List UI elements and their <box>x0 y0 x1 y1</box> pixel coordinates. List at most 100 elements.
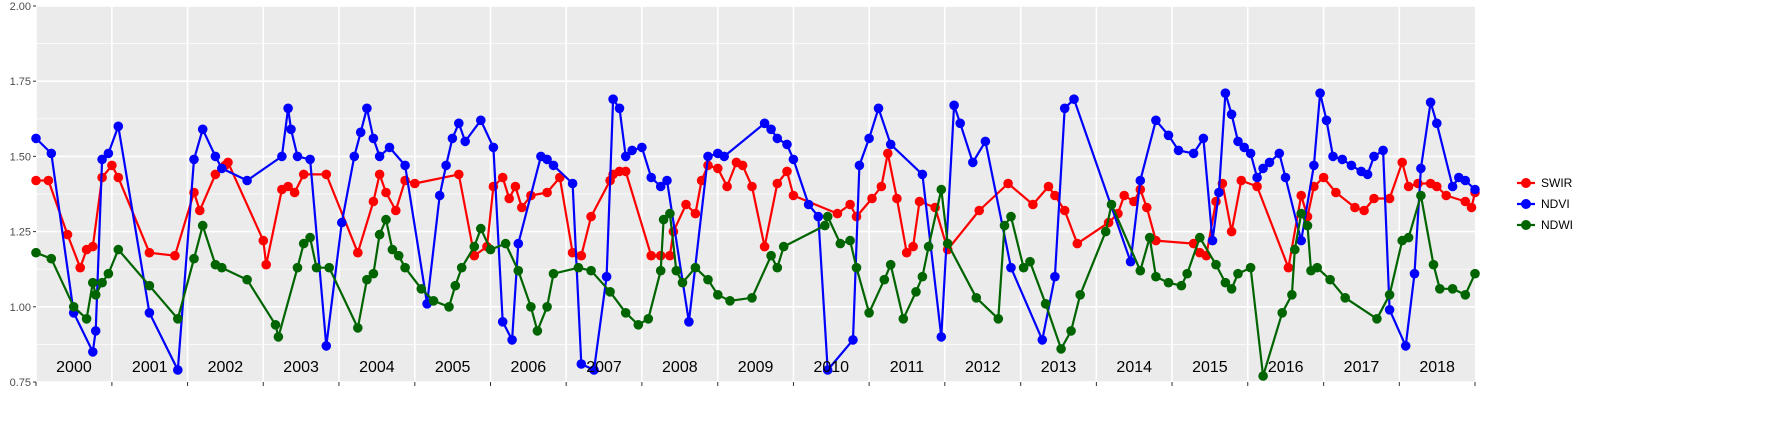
data-point-ndvi <box>1258 163 1268 174</box>
data-point-ndwi <box>1066 326 1076 336</box>
data-point-ndvi <box>1309 160 1319 171</box>
data-point-ndwi <box>103 268 114 279</box>
data-point-ndwi <box>971 293 982 303</box>
year-label: 2004 <box>359 359 395 376</box>
data-point-ndwi <box>469 241 480 252</box>
data-point-ndwi <box>1226 284 1237 294</box>
data-point-ndvi <box>144 308 155 318</box>
data-point-ndwi <box>526 302 536 312</box>
data-point-swir <box>747 181 757 192</box>
data-point-ndwi <box>368 268 379 279</box>
data-point-swir <box>1283 262 1294 273</box>
data-point-ndvi <box>854 160 865 171</box>
data-point-swir <box>974 205 984 216</box>
year-label: 2013 <box>1041 359 1077 376</box>
data-point-ndwi <box>90 290 101 300</box>
data-point-ndwi <box>747 293 757 303</box>
data-point-ndvi <box>434 190 445 201</box>
data-point-ndwi <box>1195 232 1205 243</box>
data-point-ndvi <box>542 154 552 165</box>
data-point-swir <box>170 250 180 261</box>
series-ndvi <box>31 88 1480 375</box>
year-label: 2005 <box>435 359 471 376</box>
data-point-ndvi <box>614 103 625 114</box>
data-point-ndwi <box>381 214 391 225</box>
data-point-swir <box>1129 196 1139 207</box>
data-point-swir <box>497 172 508 183</box>
data-point-swir <box>1059 205 1070 216</box>
y-tick-label: 1.50 <box>10 151 31 163</box>
data-point-swir <box>1432 181 1442 192</box>
data-point-swir <box>782 166 792 177</box>
data-point-swir <box>368 196 379 207</box>
data-point-ndwi <box>416 284 427 294</box>
data-point-ndvi <box>936 332 947 342</box>
data-point-ndwi <box>270 320 281 330</box>
data-point-ndvi <box>813 211 824 222</box>
data-point-ndwi <box>1325 274 1335 285</box>
year-label: 2018 <box>1419 359 1455 376</box>
data-point-ndwi <box>573 262 584 273</box>
year-label: 2017 <box>1344 359 1380 376</box>
data-point-swir <box>1003 178 1013 189</box>
data-point-ndvi <box>1173 145 1184 156</box>
data-point-ndvi <box>620 151 631 162</box>
data-point-ndvi <box>1198 133 1209 144</box>
data-point-ndvi <box>507 335 517 345</box>
data-point-ndwi <box>400 262 410 273</box>
data-point-ndwi <box>242 274 252 285</box>
data-point-swir <box>62 229 73 240</box>
y-tick-label: 2.00 <box>10 1 31 13</box>
data-point-ndvi <box>885 139 896 150</box>
data-point-swir <box>1236 175 1247 186</box>
data-point-swir <box>713 163 723 174</box>
data-point-swir <box>195 205 205 216</box>
data-point-ndwi <box>911 287 921 297</box>
data-point-swir <box>690 208 701 219</box>
data-point-swir <box>1226 226 1237 237</box>
data-point-ndvi <box>210 151 221 162</box>
data-point-ndvi <box>1384 305 1395 315</box>
legend: SWIR NDVI NDWI <box>1517 176 1573 232</box>
data-point-ndvi <box>567 178 578 189</box>
data-point-ndwi <box>324 262 335 273</box>
data-point-ndwi <box>879 274 890 285</box>
data-point-swir <box>298 169 309 180</box>
data-point-ndwi <box>1287 290 1297 300</box>
data-point-ndvi <box>1214 187 1224 198</box>
data-point-ndwi <box>1163 277 1174 288</box>
data-point-swir <box>75 262 85 273</box>
data-point-ndvi <box>374 151 385 162</box>
data-point-swir <box>646 250 656 261</box>
data-point-ndvi <box>608 94 618 104</box>
data-point-swir <box>31 175 41 186</box>
data-point-ndvi <box>277 151 287 162</box>
data-point-swir <box>510 181 521 192</box>
data-point-ndvi <box>1346 160 1357 171</box>
data-point-ndvi <box>864 133 874 144</box>
data-point-ndvi <box>189 154 199 165</box>
data-point-swir <box>681 199 691 210</box>
data-point-ndwi <box>1435 284 1445 294</box>
data-point-ndwi <box>217 262 227 273</box>
data-point-ndwi <box>1100 226 1111 237</box>
data-point-swir <box>258 235 269 246</box>
year-label: 2006 <box>511 359 547 376</box>
data-point-ndwi <box>456 262 467 273</box>
data-point-ndwi <box>428 296 439 306</box>
data-point-swir <box>1252 181 1262 192</box>
data-point-ndwi <box>665 208 675 219</box>
data-point-ndwi <box>690 262 701 273</box>
data-point-swir <box>1043 181 1054 192</box>
data-point-ndvi <box>513 238 524 249</box>
data-point-swir <box>1331 187 1341 198</box>
data-point-ndvi <box>1315 88 1325 98</box>
data-point-ndvi <box>1163 130 1174 141</box>
data-point-ndwi <box>851 262 862 273</box>
data-point-ndvi <box>949 100 959 111</box>
data-point-ndvi <box>1264 157 1275 168</box>
data-point-swir <box>374 169 385 180</box>
data-point-swir <box>88 241 98 252</box>
data-point-ndwi <box>1211 259 1221 270</box>
data-point-ndwi <box>362 274 372 285</box>
